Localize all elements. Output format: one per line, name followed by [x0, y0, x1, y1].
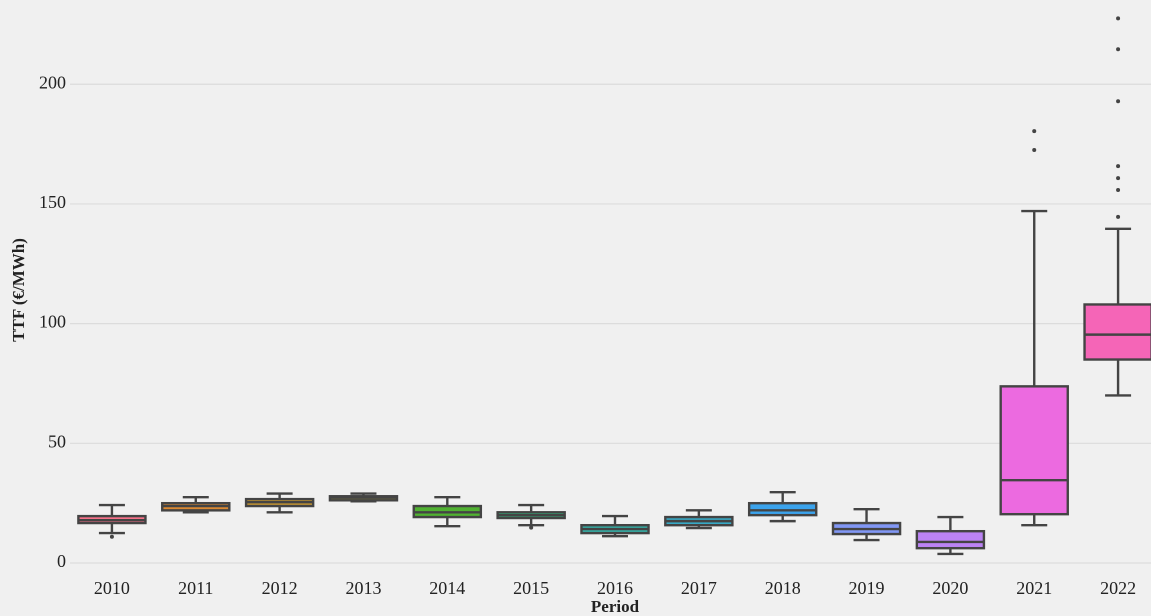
outlier [1116, 99, 1121, 104]
x-tick-label: 2022 [1100, 578, 1136, 598]
outlier [1116, 214, 1121, 219]
outlier [109, 534, 114, 539]
outlier [529, 525, 534, 530]
y-tick-label: 150 [39, 192, 66, 212]
outlier [1116, 16, 1121, 21]
x-tick-label: 2016 [597, 578, 633, 598]
box [915, 529, 986, 550]
x-tick-label: 2018 [765, 578, 801, 598]
x-tick-label: 2017 [681, 578, 717, 598]
x-tick-label: 2014 [429, 578, 465, 598]
box [999, 385, 1069, 516]
x-tick-label: 2010 [94, 578, 130, 598]
y-tick-label: 0 [57, 551, 66, 571]
x-tick-label: 2021 [1016, 578, 1052, 598]
x-tick-label: 2015 [513, 578, 549, 598]
y-axis-label: TTF (€/MWh) [9, 238, 28, 342]
box [1083, 303, 1151, 361]
x-tick-label: 2012 [262, 578, 298, 598]
outlier [1032, 148, 1037, 153]
x-tick-label: 2019 [849, 578, 885, 598]
outlier [1116, 188, 1121, 193]
y-tick-label: 50 [48, 431, 66, 451]
y-tick-label: 200 [39, 72, 66, 92]
outlier [1116, 47, 1121, 52]
outlier [1116, 176, 1121, 181]
x-tick-label: 2020 [932, 578, 968, 598]
x-axis-label: Period [591, 597, 640, 616]
outlier [1116, 164, 1121, 169]
x-tick-label: 2011 [178, 578, 213, 598]
x-tick-label: 2013 [345, 578, 381, 598]
outlier [1032, 129, 1037, 134]
y-tick-label: 100 [39, 312, 66, 332]
